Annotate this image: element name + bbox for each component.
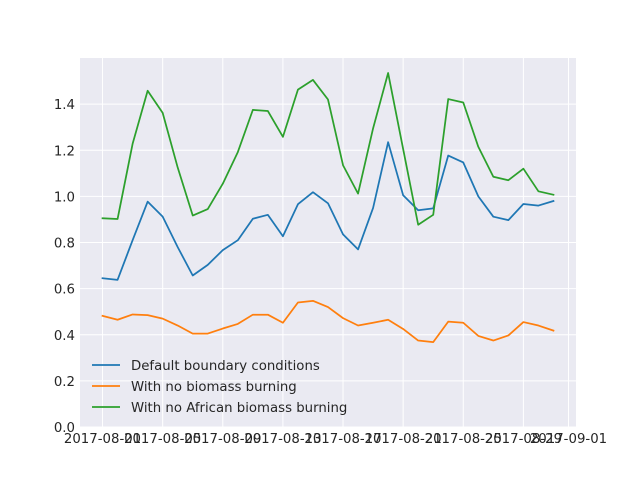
series-lines [101, 72, 555, 344]
x-axis-tick-labels: 2017-08-012017-08-052017-08-092017-08-13… [64, 432, 607, 447]
y-tick-label: 1.4 [54, 98, 75, 113]
legend: Default boundary conditions With no bioma… [92, 359, 347, 416]
x-tick-label: 2017-09-01 [530, 432, 607, 447]
grid-lines [80, 58, 576, 428]
y-tick-label: 0.0 [54, 421, 75, 436]
legend-label: With no African biomass burning [131, 401, 347, 416]
y-tick-label: 0.6 [54, 283, 75, 298]
y-tick-label: 0.4 [54, 329, 75, 344]
x-tick-label: 2017-08-13 [244, 432, 321, 447]
x-tick-label: 2017-08-17 [304, 432, 381, 447]
series-line [101, 72, 555, 226]
legend-label: Default boundary conditions [131, 359, 320, 374]
y-tick-label: 1.2 [54, 144, 75, 159]
x-tick-label: 2017-08-01 [64, 432, 141, 447]
x-tick-label: 2017-08-09 [184, 432, 261, 447]
x-tick-label: 2017-08-29 [485, 432, 562, 447]
y-tick-label: 0.8 [54, 237, 75, 252]
y-axis-tick-labels: 0.0 0.2 0.4 0.6 0.8 1.0 1.2 1.4 [54, 98, 75, 436]
x-tick-label: 2017-08-25 [425, 432, 502, 447]
series-line [101, 299, 555, 344]
x-tick-label: 2017-08-05 [124, 432, 201, 447]
y-tick-label: 1.0 [54, 190, 75, 205]
x-tick-label: 2017-08-21 [365, 432, 442, 447]
legend-label: With no biomass burning [131, 380, 297, 395]
y-tick-label: 0.2 [54, 375, 75, 390]
series-line [101, 141, 555, 281]
